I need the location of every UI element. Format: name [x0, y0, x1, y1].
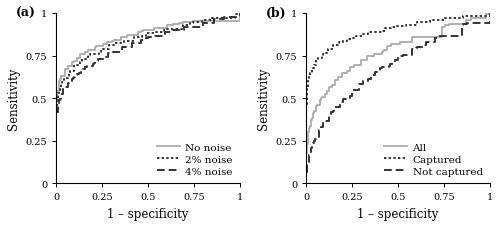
No noise [77, 54, 83, 57]
Legend: All, Captured, Not captured: All, Captured, Not captured [382, 141, 484, 178]
All [318, 99, 324, 102]
X-axis label: 1 – specificity: 1 – specificity [108, 207, 188, 220]
Captured [319, 55, 325, 58]
Text: (a): (a) [16, 7, 36, 20]
Not captured [487, 12, 493, 15]
2% noise [53, 112, 59, 115]
Captured [487, 12, 493, 15]
All [303, 182, 309, 185]
4% noise [76, 74, 82, 76]
Legend: No noise, 2% noise, 4% noise: No noise, 2% noise, 4% noise [155, 141, 234, 178]
Line: Not captured: Not captured [306, 14, 490, 184]
2% noise [62, 77, 68, 79]
2% noise [72, 65, 78, 67]
4% noise [70, 77, 76, 80]
Not captured [328, 113, 334, 116]
2% noise [53, 123, 59, 126]
All [440, 27, 446, 30]
No noise [53, 123, 59, 126]
All [303, 166, 309, 169]
Captured [321, 53, 327, 56]
No noise [76, 57, 82, 60]
Not captured [304, 169, 310, 172]
4% noise [166, 31, 172, 34]
2% noise [74, 65, 80, 67]
Not captured [339, 101, 345, 104]
All [325, 90, 331, 93]
Captured [303, 116, 309, 119]
All [308, 119, 314, 122]
Line: 2% noise: 2% noise [56, 14, 240, 125]
No noise [85, 49, 91, 52]
2% noise [190, 22, 196, 25]
No noise [62, 75, 68, 78]
Line: 4% noise: 4% noise [56, 14, 240, 124]
2% noise [53, 123, 59, 126]
No noise [237, 12, 243, 15]
No noise [170, 24, 176, 27]
Text: (b): (b) [266, 7, 286, 20]
4% noise [53, 116, 59, 118]
Y-axis label: Sensitivity: Sensitivity [257, 68, 270, 130]
2% noise [83, 58, 89, 61]
Captured [326, 48, 332, 51]
Y-axis label: Sensitivity: Sensitivity [7, 68, 20, 130]
Line: All: All [306, 14, 490, 184]
4% noise [53, 123, 59, 126]
X-axis label: 1 – specificity: 1 – specificity [358, 207, 438, 220]
Line: No noise: No noise [56, 14, 240, 124]
Captured [303, 182, 309, 185]
Not captured [330, 111, 336, 114]
All [487, 12, 493, 15]
4% noise [60, 93, 66, 96]
Captured [311, 64, 317, 67]
No noise [54, 102, 60, 104]
2% noise [237, 12, 243, 15]
4% noise [69, 80, 75, 83]
Line: Captured: Captured [306, 14, 490, 184]
All [314, 106, 320, 108]
4% noise [237, 12, 243, 15]
Not captured [316, 138, 322, 140]
Not captured [303, 182, 309, 185]
Not captured [434, 36, 440, 39]
Captured [404, 25, 409, 27]
